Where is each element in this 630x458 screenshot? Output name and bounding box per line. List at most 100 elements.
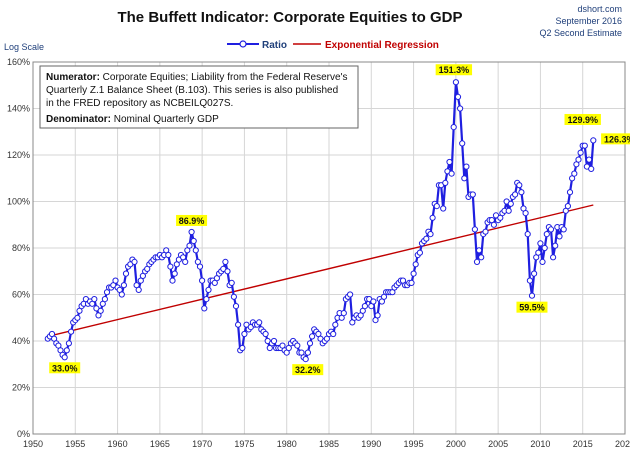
ratio-data-point xyxy=(232,303,240,310)
ratio-data-point xyxy=(203,296,210,303)
x-tick-label: 1950 xyxy=(23,439,43,449)
ratio-data-point xyxy=(61,354,68,361)
ratio-data-point xyxy=(228,279,235,286)
y-tick-label: 120% xyxy=(7,150,30,160)
ratio-data-point xyxy=(518,189,525,196)
ratio-data-point xyxy=(97,307,104,314)
y-tick-label: 60% xyxy=(12,290,30,300)
ratio-data-point xyxy=(408,279,415,286)
ratio-data-point xyxy=(224,268,231,275)
info-box-frame xyxy=(39,65,359,129)
ratio-data-point xyxy=(564,203,572,210)
ratio-data-point xyxy=(120,282,128,289)
ratio-data-point xyxy=(205,286,212,293)
ratio-data-point xyxy=(370,298,377,305)
ratio-data-point xyxy=(524,231,531,238)
ratio-data-point xyxy=(304,349,311,356)
annotation-label: 129.9% xyxy=(567,115,598,125)
x-tick-label: 2015 xyxy=(573,439,593,449)
source-line-3: Q2 Second Estimate xyxy=(539,28,622,38)
x-tick-label: 1995 xyxy=(404,439,424,449)
x-tick-label: 1985 xyxy=(319,439,339,449)
ratio-data-point xyxy=(588,165,595,172)
ratio-data-point xyxy=(427,231,434,238)
ratio-data-point xyxy=(575,156,582,163)
ratio-data-point xyxy=(590,137,597,144)
info-denominator-label: Denominator: xyxy=(46,114,111,125)
ratio-data-point xyxy=(482,228,489,235)
tick-labels: 0% 20% 40% 60% 80% 100% 120% 140% 160% 1950 1955 19… xyxy=(7,57,630,449)
ratio-data-point xyxy=(330,330,337,338)
ratio-data-point xyxy=(452,79,459,86)
ratio-data-point xyxy=(539,258,546,265)
ratio-data-point xyxy=(571,170,578,177)
ratio-data-point xyxy=(478,254,485,261)
ratio-data-point xyxy=(65,340,73,347)
info-numerator-line-2: Quarterly Z.1 Balance Sheet (B.103). Thi… xyxy=(46,85,338,96)
ratio-data-point xyxy=(256,319,263,326)
ratio-data-point xyxy=(463,163,470,170)
info-box: Numerator: Corporate Equities; Liability… xyxy=(39,65,359,129)
ratio-data-point xyxy=(454,93,462,101)
ratio-data-point xyxy=(476,247,483,254)
ratio-data-point xyxy=(528,292,536,299)
ratio-data-point xyxy=(196,263,204,270)
x-tick-label: 1955 xyxy=(65,439,85,449)
ratio-data-point xyxy=(169,277,176,284)
legend-ratio-marker xyxy=(239,40,247,48)
ratio-data-point xyxy=(347,291,354,298)
ratio-data-point xyxy=(522,210,529,217)
ratio-data-point xyxy=(302,356,309,363)
ratio-data-point xyxy=(416,249,423,256)
y-tick-label: 20% xyxy=(12,383,30,393)
y-tick-label: 40% xyxy=(12,336,30,346)
ratio-data-point xyxy=(171,270,178,277)
ratio-data-point xyxy=(581,142,588,149)
ratio-data-point xyxy=(433,203,440,210)
legend-ratio-label: Ratio xyxy=(262,40,287,51)
ratio-data-point xyxy=(340,310,347,317)
ratio-data-point xyxy=(201,305,208,312)
annotation-label: 32.2% xyxy=(295,365,321,375)
x-tick-label: 1965 xyxy=(150,439,170,449)
annotation-highlight xyxy=(292,364,324,376)
ratio-data-point xyxy=(550,254,557,261)
ratio-data-point xyxy=(450,124,457,131)
ratio-data-point xyxy=(473,258,481,265)
ratio-data-point xyxy=(423,235,430,242)
ratio-data-point xyxy=(516,182,523,189)
info-numerator-line-1: Numerator: Corporate Equities; Liability… xyxy=(46,72,347,83)
ratio-data-point xyxy=(446,158,453,166)
ratio-data-point xyxy=(361,303,368,310)
ratio-data-point xyxy=(410,270,417,277)
ratio-data-point xyxy=(440,205,447,212)
ratio-data-point xyxy=(199,277,206,284)
ratio-data-point xyxy=(507,200,514,207)
ratio-data-point xyxy=(235,321,242,328)
ratio-data-point xyxy=(167,263,174,270)
ratio-data-point xyxy=(122,270,130,277)
x-tick-label: 1975 xyxy=(234,439,254,449)
ratio-data-point xyxy=(182,258,189,265)
ratio-data-point xyxy=(586,156,593,163)
ratio-data-point xyxy=(101,296,109,303)
x-tick-label: 1960 xyxy=(108,439,128,449)
ratio-data-point xyxy=(68,328,75,335)
info-numerator-text-1: Corporate Equities; Liability from the F… xyxy=(100,72,348,83)
legend: Ratio Exponential Regression xyxy=(227,40,439,51)
annotation-label: 86.9% xyxy=(179,216,205,226)
legend-regression-label: Exponential Regression xyxy=(325,40,439,51)
x-tick-label: 2000 xyxy=(446,439,466,449)
annotation-highlight xyxy=(516,301,548,313)
ratio-data-point xyxy=(270,337,278,345)
plot-area-border xyxy=(32,61,626,435)
x-tick-label: 2020 xyxy=(615,439,630,449)
ratio-data-point xyxy=(192,247,199,254)
x-tick-label: 1990 xyxy=(361,439,381,449)
ratio-data-point xyxy=(535,249,542,256)
ratio-data-point xyxy=(448,170,455,177)
ratio-data-point xyxy=(512,191,519,198)
x-tick-label: 2010 xyxy=(530,439,550,449)
ratio-data-point xyxy=(490,221,497,228)
